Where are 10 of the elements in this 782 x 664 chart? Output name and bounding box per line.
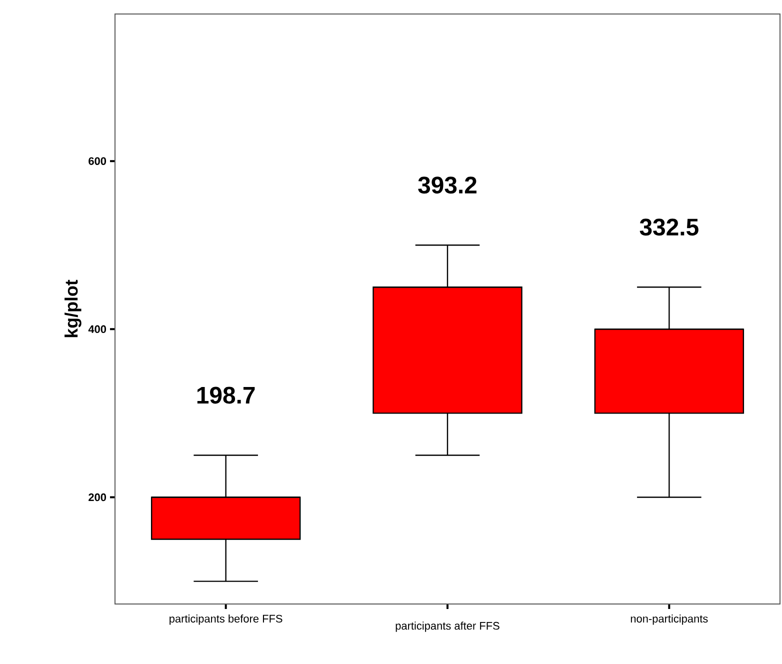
annotation: 332.5 (640, 218, 698, 236)
y-tick-label: 600 (88, 157, 106, 165)
x-tick-label: participants before FFS (170, 614, 282, 625)
x-tick-label: non-participants (630, 614, 708, 625)
y-tick-label: 200 (88, 493, 106, 502)
annotation: 198.7 (197, 386, 255, 404)
y-axis-title: kg/plot (64, 280, 82, 338)
annotation: 393.2 (418, 176, 476, 194)
y-tick-label: 400 (88, 325, 106, 334)
x-tick-label: participants after FFS (396, 622, 500, 632)
